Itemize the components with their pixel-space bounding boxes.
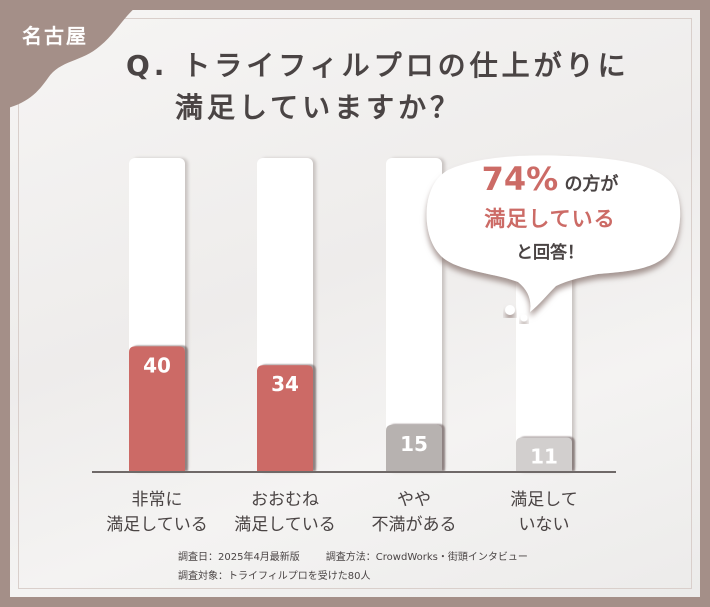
- bar-track: [386, 158, 442, 472]
- bar: [386, 424, 442, 472]
- bar-value-label: 15: [400, 432, 428, 456]
- callout-line2: 満足している: [484, 207, 616, 231]
- region-badge: [0, 0, 150, 110]
- bar: [516, 437, 572, 472]
- bar-value-label: 40: [143, 353, 171, 377]
- category-label: 不満がある: [372, 515, 457, 535]
- inner-frame: [18, 18, 692, 589]
- callout-line1-suffix: の方が: [564, 174, 619, 195]
- category-label: 満足して: [510, 490, 578, 510]
- category-label: やや: [397, 490, 431, 510]
- category-label: 満足している: [106, 515, 208, 535]
- bar-value-label: 11: [530, 444, 558, 468]
- question-title-line1: Q. トライフィルプロの仕上がりに: [126, 49, 630, 82]
- survey-date: 調査日：2025年4月最新版: [178, 552, 300, 563]
- category-label: おおむね: [251, 490, 319, 510]
- category-label: 満足している: [234, 515, 336, 535]
- region-label: 名古屋: [22, 24, 88, 48]
- survey-note-line1: 調査日：2025年4月最新版 調査方法：CrowdWorks・街頭インタビュー: [178, 548, 528, 563]
- bar: [257, 365, 313, 472]
- category-label: いない: [519, 515, 570, 535]
- callout-line3: と回答！: [516, 243, 584, 263]
- category-label: 非常に: [132, 490, 183, 510]
- bar: [129, 346, 185, 472]
- chart-card: [10, 10, 700, 597]
- survey-method: 調査方法：CrowdWorks・街頭インタビュー: [325, 552, 528, 563]
- callout-percent: 74%: [481, 160, 559, 198]
- question-title-line2: 満足していますか？: [175, 91, 463, 124]
- bar-value-label: 34: [271, 372, 299, 396]
- speech-bubble: [426, 155, 681, 322]
- callout-line1: 74% の方が: [430, 160, 670, 198]
- survey-target: 調査対象：トライフィルプロを受けた80人: [178, 571, 371, 582]
